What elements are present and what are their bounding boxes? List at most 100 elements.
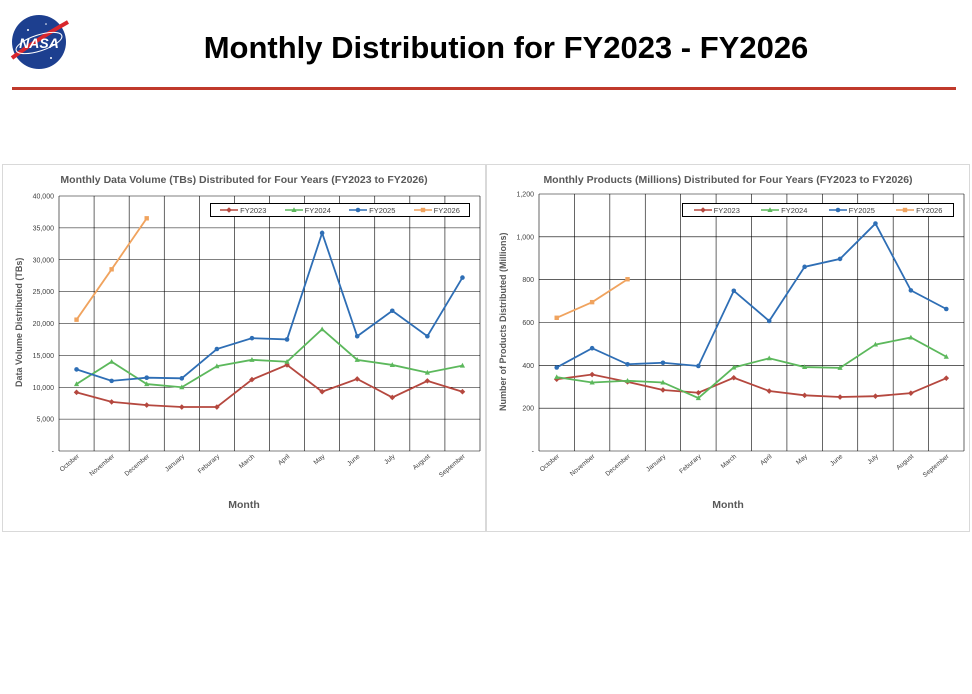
data-point-fy2026	[589, 299, 595, 305]
data-point-fy2026	[554, 315, 559, 320]
data-point-fy2023	[424, 378, 431, 384]
x-tick-label: April	[759, 453, 774, 467]
legend-label: FY2025	[848, 205, 875, 215]
legend-label: FY2023	[713, 205, 740, 215]
data-point-fy2024	[389, 362, 395, 367]
data-point-fy2024	[837, 365, 843, 370]
y-tick-label: 25,000	[33, 289, 55, 296]
legend-marker	[355, 207, 361, 213]
x-tick-label: Feburary	[197, 453, 222, 476]
data-point-fy2025	[837, 256, 843, 262]
data-point-fy2023	[108, 399, 115, 405]
data-point-fy2025	[554, 365, 560, 370]
data-point-fy2025	[696, 363, 701, 369]
products-plot: - 200 400 600 800 1,000 1,200 October November De…	[516, 192, 965, 479]
y-axis-label: Data Volume Distributed (TBs)	[14, 257, 24, 387]
data-point-fy2024	[554, 374, 560, 380]
series-fy2024	[554, 334, 949, 401]
data-point-fy2024	[943, 353, 949, 359]
x-tick-label: Feburary	[678, 453, 703, 476]
data-point-fy2024	[589, 379, 595, 385]
x-tick-label: October	[59, 453, 82, 474]
series-line-fy2026	[556, 278, 629, 319]
data-point-fy2025	[319, 230, 325, 236]
x-tick-label: June	[346, 453, 362, 468]
data-point-fy2025	[460, 275, 465, 280]
x-tick-label: June	[829, 453, 845, 468]
data-point-fy2023	[730, 374, 737, 381]
legend-label: FY2026	[916, 205, 943, 215]
legend-entry-fy2025: FY2025	[349, 206, 395, 215]
x-tick-label: May	[795, 453, 809, 467]
x-tick-label: August	[895, 453, 915, 471]
x-tick-label: August	[412, 453, 432, 471]
data-point-fy2023	[178, 404, 185, 410]
data-point-fy2024	[660, 379, 666, 385]
data-point-fy2024	[179, 384, 185, 390]
x-tick-label: November	[569, 453, 597, 478]
data-point-fy2025	[109, 378, 114, 384]
x-tick-label: January	[645, 453, 668, 474]
data-point-fy2024	[249, 357, 255, 362]
y-tick-label: -	[52, 449, 55, 456]
y-tick-label: 30,000	[33, 257, 55, 264]
data-point-fy2023	[801, 392, 808, 399]
page-title: Monthly Distribution for FY2023 - FY2026	[203, 30, 809, 65]
data-volume-chart: - 5,000 10,000 15,000 20,000 25,000 30,000 35,0…	[2, 164, 486, 532]
data-point-fy2024	[144, 381, 150, 387]
y-tick-label: 1,200	[516, 192, 534, 199]
legend-marker	[291, 207, 297, 212]
data-point-fy2025	[354, 333, 360, 339]
data-point-fy2025	[731, 288, 737, 294]
data-point-fy2024	[624, 377, 631, 383]
y-axis-label: Number of Products Distributed (Millions…	[498, 232, 508, 411]
data-point-fy2024	[319, 326, 325, 332]
series-line-fy2024	[556, 336, 947, 400]
data-point-fy2026	[625, 277, 630, 282]
data-point-fy2025	[144, 375, 150, 380]
legend-entry-fy2026: FY2026	[896, 206, 942, 215]
data-point-fy2025	[249, 335, 255, 341]
legend-label: FY2023	[240, 205, 267, 215]
legend-label: FY2024	[304, 205, 331, 215]
data-point-fy2025	[873, 221, 878, 226]
data-volume-plot: - 5,000 10,000 15,000 20,000 25,000 30,000 35,0…	[33, 194, 481, 479]
data-point-fy2025	[908, 288, 914, 293]
data-point-fy2023	[214, 404, 220, 410]
data-point-fy2023	[319, 388, 325, 395]
y-tick-label: 15,000	[33, 353, 55, 360]
data-point-fy2025	[802, 264, 807, 270]
legend-label: FY2026	[433, 205, 460, 215]
series-line-fy2025	[556, 222, 947, 369]
legend-marker	[226, 207, 232, 213]
x-tick-label: December	[604, 453, 632, 478]
series-line-fy2024	[76, 328, 463, 389]
y-tick-label: -	[532, 449, 535, 456]
series-fy2024	[73, 326, 466, 390]
legend-entry-fy2023: FY2023	[220, 206, 266, 215]
data-point-fy2025	[589, 345, 595, 351]
x-tick-label: March	[720, 453, 739, 470]
data-point-fy2023	[837, 394, 843, 400]
legend-entry-fy2025: FY2025	[828, 205, 875, 215]
series-fy2026	[554, 277, 630, 320]
data-point-fy2025	[179, 376, 185, 381]
data-point-fy2024	[802, 364, 808, 370]
legend-label: FY2025	[369, 205, 396, 215]
data-point-fy2024	[766, 355, 772, 361]
series-line-fy2023	[76, 363, 463, 408]
legend-entry-fy2024: FY2024	[284, 205, 331, 215]
x-tick-label: September	[438, 453, 467, 479]
series-line-fy2025	[76, 230, 464, 382]
legend-marker	[420, 207, 425, 213]
data-point-fy2024	[695, 395, 701, 401]
y-tick-label: 10,000	[33, 385, 55, 392]
chart-title: Monthly Products (Millions) Distributed …	[543, 174, 913, 186]
data-point-fy2023	[73, 389, 80, 396]
data-point-fy2023	[143, 402, 150, 408]
x-tick-label: May	[313, 453, 327, 467]
x-tick-label: October	[539, 453, 562, 474]
y-tick-label: 600	[522, 320, 534, 327]
y-tick-label: 20,000	[33, 321, 55, 328]
x-tick-label: December	[124, 453, 152, 478]
